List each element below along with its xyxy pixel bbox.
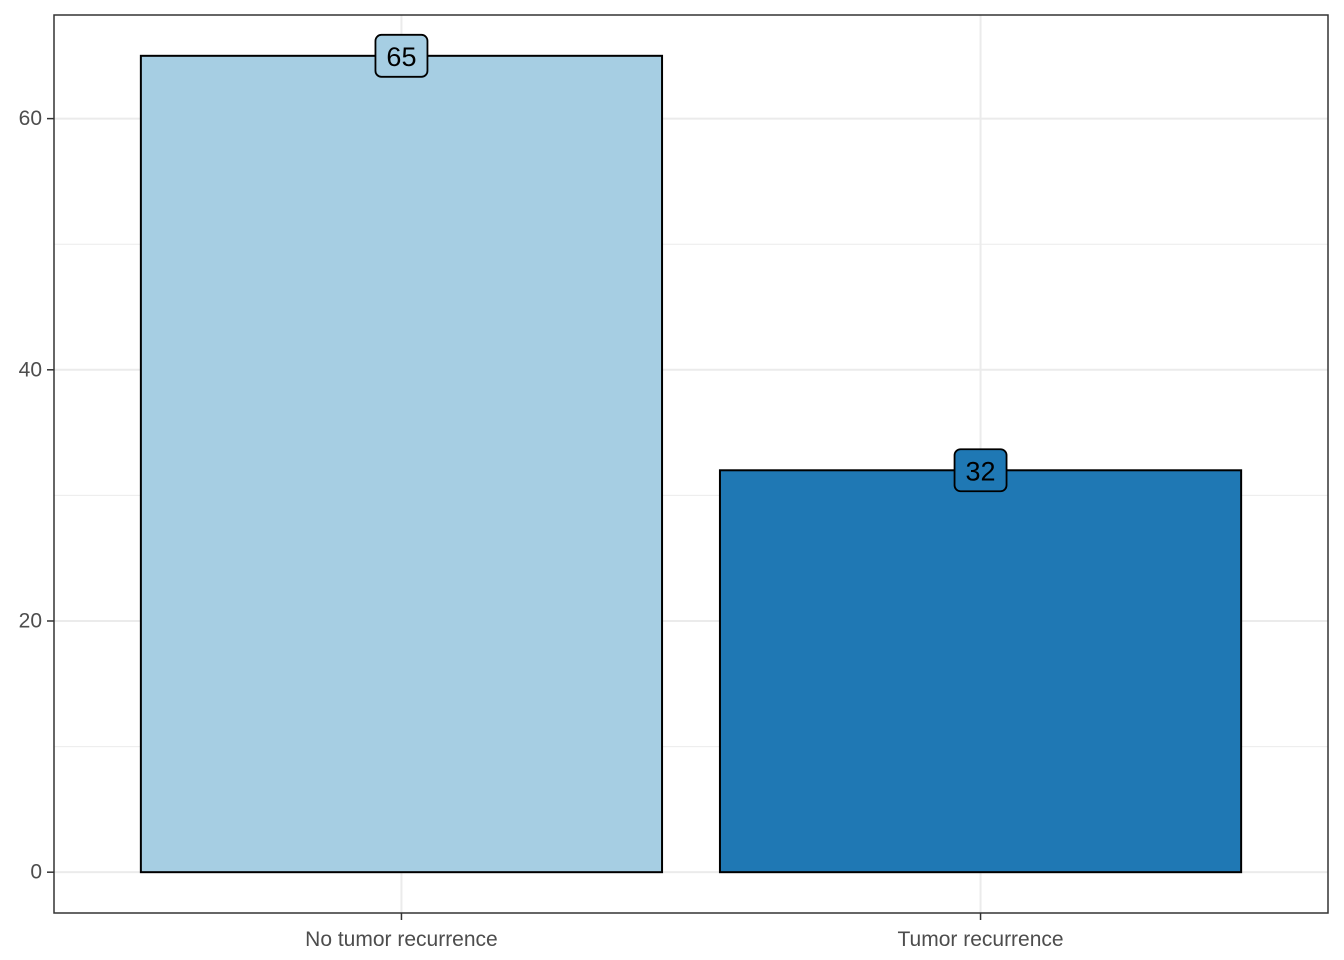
data-label: 65 <box>386 42 416 72</box>
plot-border <box>53 14 1329 914</box>
y-tick-label: 40 <box>19 358 42 381</box>
data-labels: 65 32 <box>374 33 1008 493</box>
bars <box>139 54 1243 874</box>
x-tick-label: Tumor recurrence <box>897 928 1063 951</box>
y-tick-label: 0 <box>30 861 42 884</box>
y-tick-label: 60 <box>19 107 42 130</box>
y-axis: 0 20 40 60 <box>19 107 54 884</box>
data-label-box <box>953 448 1008 493</box>
y-tick-label: 20 <box>19 609 42 632</box>
bar-no-tumor-recurrence <box>139 54 664 874</box>
x-axis: No tumor recurrence Tumor recurrence <box>305 913 1064 951</box>
data-label-box <box>374 33 429 78</box>
bar-tumor-recurrence <box>718 469 1243 874</box>
data-label: 32 <box>966 456 996 486</box>
x-tick-label: No tumor recurrence <box>305 928 498 951</box>
